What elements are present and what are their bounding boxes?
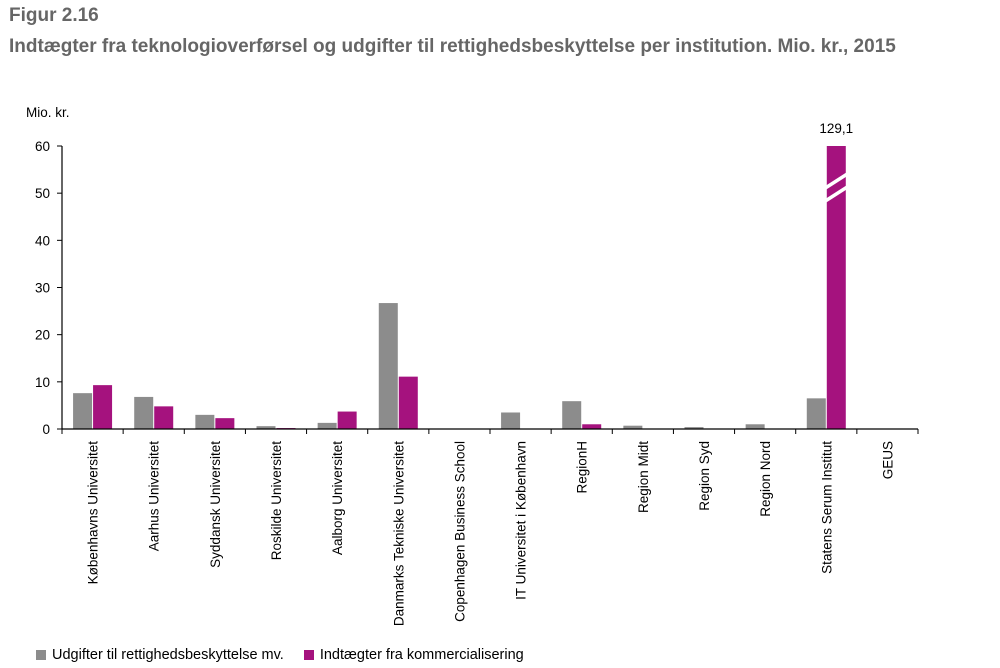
- bar-expense: [501, 412, 521, 429]
- y-axis-label: Mio. kr.: [26, 105, 70, 120]
- legend-swatch-income: [303, 650, 314, 660]
- bar-expense: [562, 401, 582, 429]
- x-tick-label: Danmarks Tekniske Universitet: [391, 441, 406, 626]
- bar-expense: [134, 396, 154, 429]
- x-tick-label: Roskilde Universitet: [269, 441, 284, 561]
- bar-expense: [684, 427, 704, 429]
- legend-swatch-expense: [36, 650, 46, 660]
- bar-value-label: 129,1: [819, 121, 853, 136]
- x-tick-label: Syddansk Universitet: [208, 441, 223, 568]
- y-tick-label: 50: [35, 186, 50, 201]
- legend-label-expense: Udgifter til rettighedsbeskyttelse mv.: [52, 647, 284, 663]
- y-tick-label: 40: [35, 233, 50, 248]
- x-tick-label: IT Universitet i København: [514, 441, 529, 600]
- axis-break-mark: [822, 184, 850, 204]
- x-tick-label: Region Syd: [697, 441, 712, 511]
- x-tick-label: Statens Serum Institut: [819, 441, 834, 574]
- bar-expense: [256, 426, 276, 429]
- y-tick-label: 10: [35, 375, 50, 390]
- bar-income: [337, 411, 357, 429]
- legend-item-expense: Udgifter til rettighedsbeskyttelse mv.: [36, 647, 284, 663]
- figure-label: Figur 2.16: [9, 5, 99, 26]
- legend: Udgifter til rettighedsbeskyttelse mv. I…: [36, 647, 524, 663]
- x-axis: Københavns Universitet Aarhus Universitet…: [61, 428, 919, 626]
- bar-expense: [623, 425, 643, 429]
- bar-expense: [378, 303, 398, 429]
- bar-expense: [806, 398, 826, 429]
- legend-label-income: Indtægter fra kommercialisering: [319, 647, 524, 663]
- x-tick-label: Region Midt: [636, 441, 651, 513]
- bar-income: [582, 424, 602, 429]
- y-axis: 0 10 20 30 40 50 60: [35, 139, 63, 437]
- axis-break-mark: [822, 171, 850, 191]
- x-tick-label: Københavns Universitet: [86, 441, 101, 585]
- x-tick-label: Aalborg Universitet: [330, 441, 345, 555]
- bar-expense: [73, 393, 93, 429]
- y-tick-label: 0: [42, 422, 50, 437]
- x-tick-label: Region Nord: [758, 441, 773, 517]
- bar-income: [154, 406, 174, 429]
- bar-income: [93, 385, 113, 429]
- x-tick-label: Aarhus Universitet: [147, 441, 162, 552]
- bars: 129,1: [73, 121, 853, 429]
- bar-expense: [317, 422, 337, 429]
- x-tick-label: RegionH: [575, 441, 590, 494]
- x-tick-label: GEUS: [880, 441, 895, 479]
- chart-title: Indtægter fra teknologioverførsel og udg…: [9, 36, 896, 57]
- y-tick-label: 60: [35, 139, 50, 154]
- bar-income: [826, 146, 846, 429]
- y-tick-label: 30: [35, 281, 50, 296]
- y-tick-label: 20: [35, 328, 50, 343]
- x-tick-label: Copenhagen Business School: [452, 441, 467, 622]
- legend-item-income: Indtægter fra kommercialisering: [303, 647, 524, 663]
- bar-expense: [195, 414, 215, 429]
- bar-expense: [745, 424, 765, 429]
- bar-income: [398, 376, 418, 429]
- bar-income: [215, 418, 235, 429]
